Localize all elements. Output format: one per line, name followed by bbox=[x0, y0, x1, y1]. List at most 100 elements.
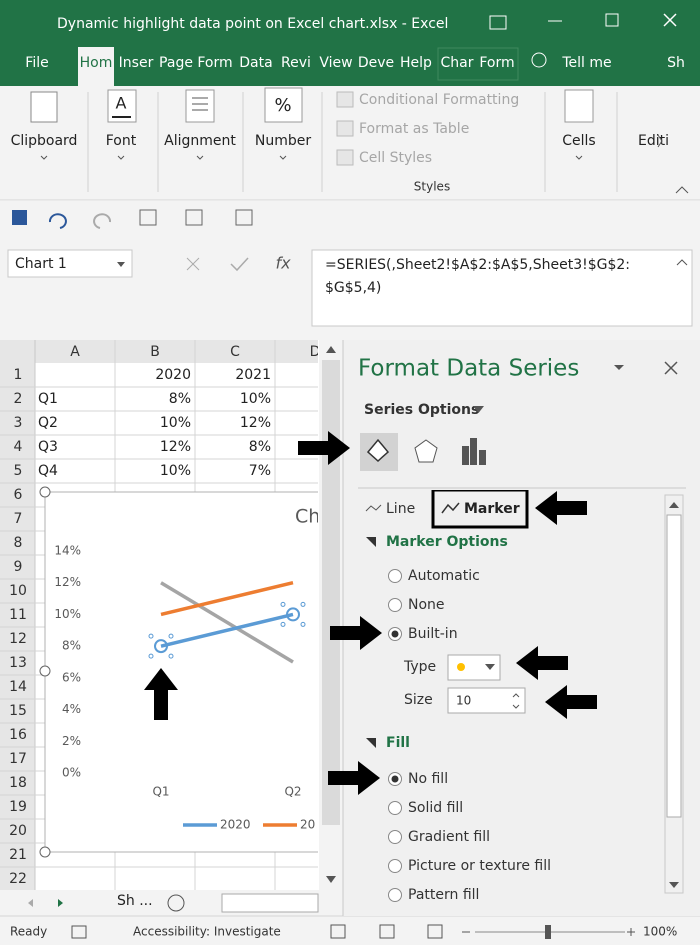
group-label: Styles bbox=[414, 180, 450, 194]
ribbon-tab[interactable]: Page bbox=[159, 55, 193, 71]
cell: 8% bbox=[249, 439, 271, 455]
next-sheet bbox=[58, 899, 63, 907]
ribbon-tab[interactable]: Char bbox=[441, 55, 474, 71]
arrow bbox=[535, 491, 587, 525]
y-tick-label: 0% bbox=[62, 766, 81, 780]
h-scroll bbox=[221, 893, 319, 913]
row-header: 3 bbox=[14, 415, 23, 431]
ribbon-tab[interactable]: Form bbox=[479, 55, 514, 71]
radio-label[interactable]: Built-in bbox=[408, 626, 458, 642]
sheet-tab[interactable]: Sh ... bbox=[117, 893, 153, 909]
radio-label[interactable]: No fill bbox=[408, 771, 448, 787]
cell: 2020 bbox=[155, 367, 191, 383]
number-icon: % bbox=[274, 95, 291, 116]
selection-handle bbox=[300, 601, 306, 607]
ribbon-group[interactable]: Alignment bbox=[164, 133, 236, 149]
pane-tab[interactable]: Marker bbox=[464, 501, 520, 517]
series-options-icon bbox=[462, 446, 469, 465]
chart-title: Ch bbox=[295, 506, 320, 528]
ribbon-tab[interactable]: Tell me bbox=[561, 55, 611, 71]
collapse-ribbon bbox=[675, 186, 689, 194]
contextual-tabs bbox=[437, 47, 519, 81]
cell: 2021 bbox=[235, 367, 271, 383]
scroll-down bbox=[326, 876, 336, 883]
row-header: 2 bbox=[14, 391, 23, 407]
scroll-down bbox=[669, 882, 679, 888]
ribbon-group[interactable]: Clipboard bbox=[11, 133, 78, 149]
status-text: Ready bbox=[10, 925, 47, 939]
radio-button[interactable] bbox=[388, 888, 402, 902]
ribbon-group[interactable]: Font bbox=[106, 133, 137, 149]
insert-function[interactable]: fx bbox=[275, 254, 291, 273]
y-tick-label: 12% bbox=[54, 575, 81, 589]
dropdown bbox=[117, 262, 125, 267]
line-icon bbox=[365, 504, 382, 512]
ribbon-tab[interactable]: Deve bbox=[358, 55, 394, 71]
radio-label[interactable]: Solid fill bbox=[408, 800, 463, 816]
row-header: 16 bbox=[9, 727, 27, 743]
cell: Q2 bbox=[38, 415, 58, 431]
ribbon-tab[interactable]: File bbox=[25, 55, 48, 71]
radio-label[interactable]: Gradient fill bbox=[408, 829, 490, 845]
ribbon-tab[interactable]: View bbox=[319, 55, 352, 71]
ribbon-group[interactable]: Editi bbox=[638, 133, 669, 149]
font-icon: A bbox=[116, 94, 127, 113]
ribbon-tab[interactable]: Sh bbox=[667, 55, 685, 71]
series-line bbox=[160, 612, 294, 648]
ribbon-tab[interactable]: Help bbox=[400, 55, 432, 71]
ribbon-tab[interactable]: Revi bbox=[281, 55, 311, 71]
toolbar-icon bbox=[139, 209, 157, 226]
section-header[interactable]: Fill bbox=[386, 735, 410, 751]
row-header: 20 bbox=[9, 823, 27, 839]
radio-button[interactable] bbox=[388, 569, 402, 583]
radio-label[interactable]: Picture or texture fill bbox=[408, 858, 551, 874]
y-tick-label: 6% bbox=[62, 670, 81, 684]
series-options-icon bbox=[470, 438, 477, 465]
radio-button[interactable] bbox=[388, 801, 402, 815]
accessibility-status[interactable]: Accessibility: Investigate bbox=[133, 925, 281, 939]
selection-handle bbox=[168, 633, 174, 639]
ribbon-group[interactable]: Number bbox=[255, 133, 311, 149]
row-header: 5 bbox=[14, 463, 23, 479]
cell: 12% bbox=[240, 415, 271, 431]
undo-icon bbox=[48, 213, 67, 229]
chart-area bbox=[44, 491, 318, 853]
radio-label[interactable]: None bbox=[408, 597, 445, 613]
section-header[interactable]: Marker Options bbox=[386, 534, 508, 550]
resize-handle bbox=[39, 846, 51, 858]
row-header: 9 bbox=[14, 559, 23, 575]
pane-tab[interactable]: Line bbox=[386, 501, 415, 517]
size-value[interactable]: 10 bbox=[456, 694, 471, 708]
ribbon-tab[interactable]: Form bbox=[197, 55, 232, 71]
ribbon-group[interactable]: Cells bbox=[562, 133, 595, 149]
name-box bbox=[7, 249, 133, 278]
cell: 7% bbox=[249, 463, 271, 479]
cell: 12% bbox=[160, 439, 191, 455]
radio-label[interactable]: Automatic bbox=[408, 568, 480, 584]
alignment-icon bbox=[185, 89, 215, 123]
series-options[interactable]: Series Options bbox=[364, 402, 479, 418]
styles-icon bbox=[336, 91, 354, 108]
radio-button[interactable] bbox=[388, 598, 402, 612]
arrow bbox=[516, 646, 568, 680]
status-bar bbox=[0, 916, 700, 945]
prev-sheet bbox=[28, 899, 33, 907]
enter-button bbox=[230, 257, 249, 272]
spin-down bbox=[512, 704, 520, 709]
dropdown bbox=[473, 406, 484, 413]
radio-label[interactable]: Pattern fill bbox=[408, 887, 479, 903]
radio-button[interactable] bbox=[388, 859, 402, 873]
radio-button[interactable] bbox=[388, 830, 402, 844]
arrow bbox=[328, 761, 380, 795]
ribbon-tab[interactable]: Data bbox=[239, 55, 272, 71]
row-header: 19 bbox=[9, 799, 27, 815]
styles-command: Cell Styles bbox=[359, 150, 432, 166]
row-headers bbox=[0, 340, 35, 890]
styles-icon bbox=[336, 120, 354, 137]
chevron bbox=[117, 155, 125, 160]
x-tick-label: Q2 bbox=[284, 785, 301, 799]
ribbon-tab[interactable]: Inser bbox=[119, 55, 154, 71]
row-header: 4 bbox=[14, 439, 23, 455]
ribbon-tab[interactable]: Hom bbox=[80, 55, 113, 71]
